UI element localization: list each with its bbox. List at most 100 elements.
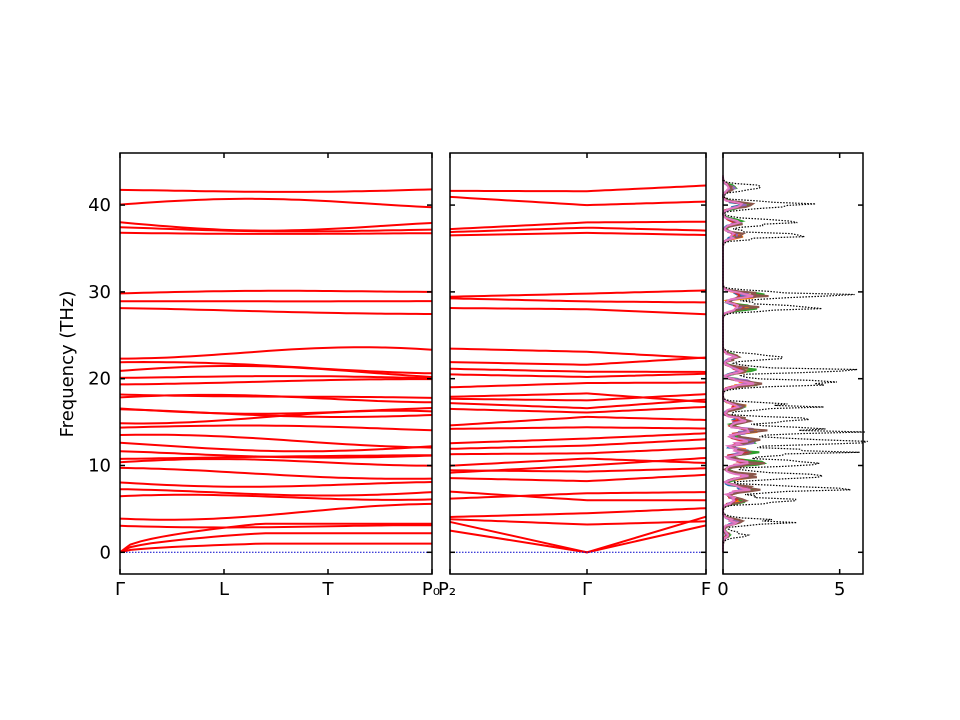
band-line <box>586 231 707 236</box>
band-line <box>449 373 588 378</box>
band-line <box>449 452 588 456</box>
band-line <box>119 307 432 315</box>
band-line <box>586 289 707 295</box>
band-line <box>586 372 707 378</box>
dos-panel <box>721 175 868 553</box>
acoustic-band-line <box>119 532 432 554</box>
band-panel-gamma-l-t-p0 <box>119 188 433 554</box>
band-line <box>449 367 588 373</box>
y-tick-label: 0 <box>100 542 111 563</box>
band-line <box>449 297 588 303</box>
acoustic-band-line <box>449 524 707 554</box>
band-line <box>449 307 587 311</box>
band-line <box>119 488 433 497</box>
band-line <box>119 466 433 480</box>
acoustic-band-line <box>119 542 432 554</box>
band-line <box>449 392 588 398</box>
band-line <box>586 350 707 360</box>
band-line <box>586 392 707 403</box>
band-line <box>449 347 588 353</box>
band-line <box>119 524 432 529</box>
band-line <box>586 200 707 207</box>
band-line <box>119 493 433 501</box>
band-line <box>119 197 433 209</box>
band-line <box>449 444 588 450</box>
x-tick-label: L <box>219 579 229 600</box>
band-line <box>586 300 706 304</box>
tick-marks <box>119 153 863 574</box>
band-line <box>586 473 707 483</box>
band-line <box>119 188 433 193</box>
band-line <box>586 405 707 414</box>
band-line <box>119 407 433 415</box>
band-line <box>449 415 588 427</box>
band-line <box>586 467 707 473</box>
band-line <box>586 432 707 440</box>
y-tick-label: 40 <box>88 195 111 216</box>
panel-frame <box>722 152 864 575</box>
band-line <box>449 407 588 414</box>
dos-x-tick-label: 5 <box>834 579 845 600</box>
x-tick-label: F <box>701 579 711 600</box>
band-line <box>119 289 432 295</box>
band-line <box>449 464 588 474</box>
x-tick-label: T <box>322 579 335 600</box>
band-line <box>119 221 433 232</box>
band-line <box>586 507 707 515</box>
band-line <box>449 292 588 298</box>
band-line <box>586 426 706 430</box>
panel-frame <box>449 152 707 575</box>
band-line <box>587 381 707 384</box>
band-line <box>586 308 707 316</box>
x-tick-label: Γ <box>582 579 592 600</box>
band-line <box>449 457 588 467</box>
band-line <box>119 457 433 467</box>
acoustic-band-line <box>119 522 432 554</box>
band-line <box>449 492 588 500</box>
band-line <box>449 518 588 526</box>
band-line <box>119 393 433 399</box>
band-line <box>587 220 706 224</box>
band-line <box>119 375 433 380</box>
band-line <box>449 477 588 483</box>
total-dos-line <box>722 175 868 553</box>
band-line <box>119 424 433 432</box>
band-line <box>586 356 707 366</box>
band-line <box>119 231 432 235</box>
band-line <box>449 226 588 234</box>
x-tick-label: Γ <box>115 579 125 600</box>
y-tick-label: 10 <box>88 455 111 476</box>
band-line <box>449 195 588 207</box>
band-line <box>449 361 588 366</box>
band-line <box>119 481 433 488</box>
band-line <box>586 447 707 455</box>
band-line <box>449 397 588 402</box>
band-line <box>449 512 588 518</box>
band-line <box>586 415 707 421</box>
band-line <box>586 226 707 232</box>
band-line <box>449 221 588 231</box>
band-line <box>586 457 707 464</box>
band-line <box>449 382 588 389</box>
band-line <box>119 433 433 449</box>
band-panel-p2-gamma-f <box>449 184 707 554</box>
band-line <box>120 346 433 360</box>
band-line <box>449 231 588 237</box>
band-line <box>119 502 433 521</box>
band-line <box>449 426 588 430</box>
band-line <box>586 184 707 193</box>
band-line <box>119 441 433 453</box>
x-tick-label: P₀ <box>422 579 440 600</box>
y-tick-label: 30 <box>88 282 111 303</box>
band-line <box>119 360 433 375</box>
y-axis-title: Frequency (THz) <box>57 291 78 438</box>
band-line <box>586 438 707 447</box>
band-line <box>119 450 433 459</box>
x-tick-label: P₂ <box>438 579 456 600</box>
panel-frame <box>119 152 433 575</box>
y-tick-label: 20 <box>88 369 111 390</box>
band-line <box>449 402 588 410</box>
band-line <box>120 378 432 386</box>
